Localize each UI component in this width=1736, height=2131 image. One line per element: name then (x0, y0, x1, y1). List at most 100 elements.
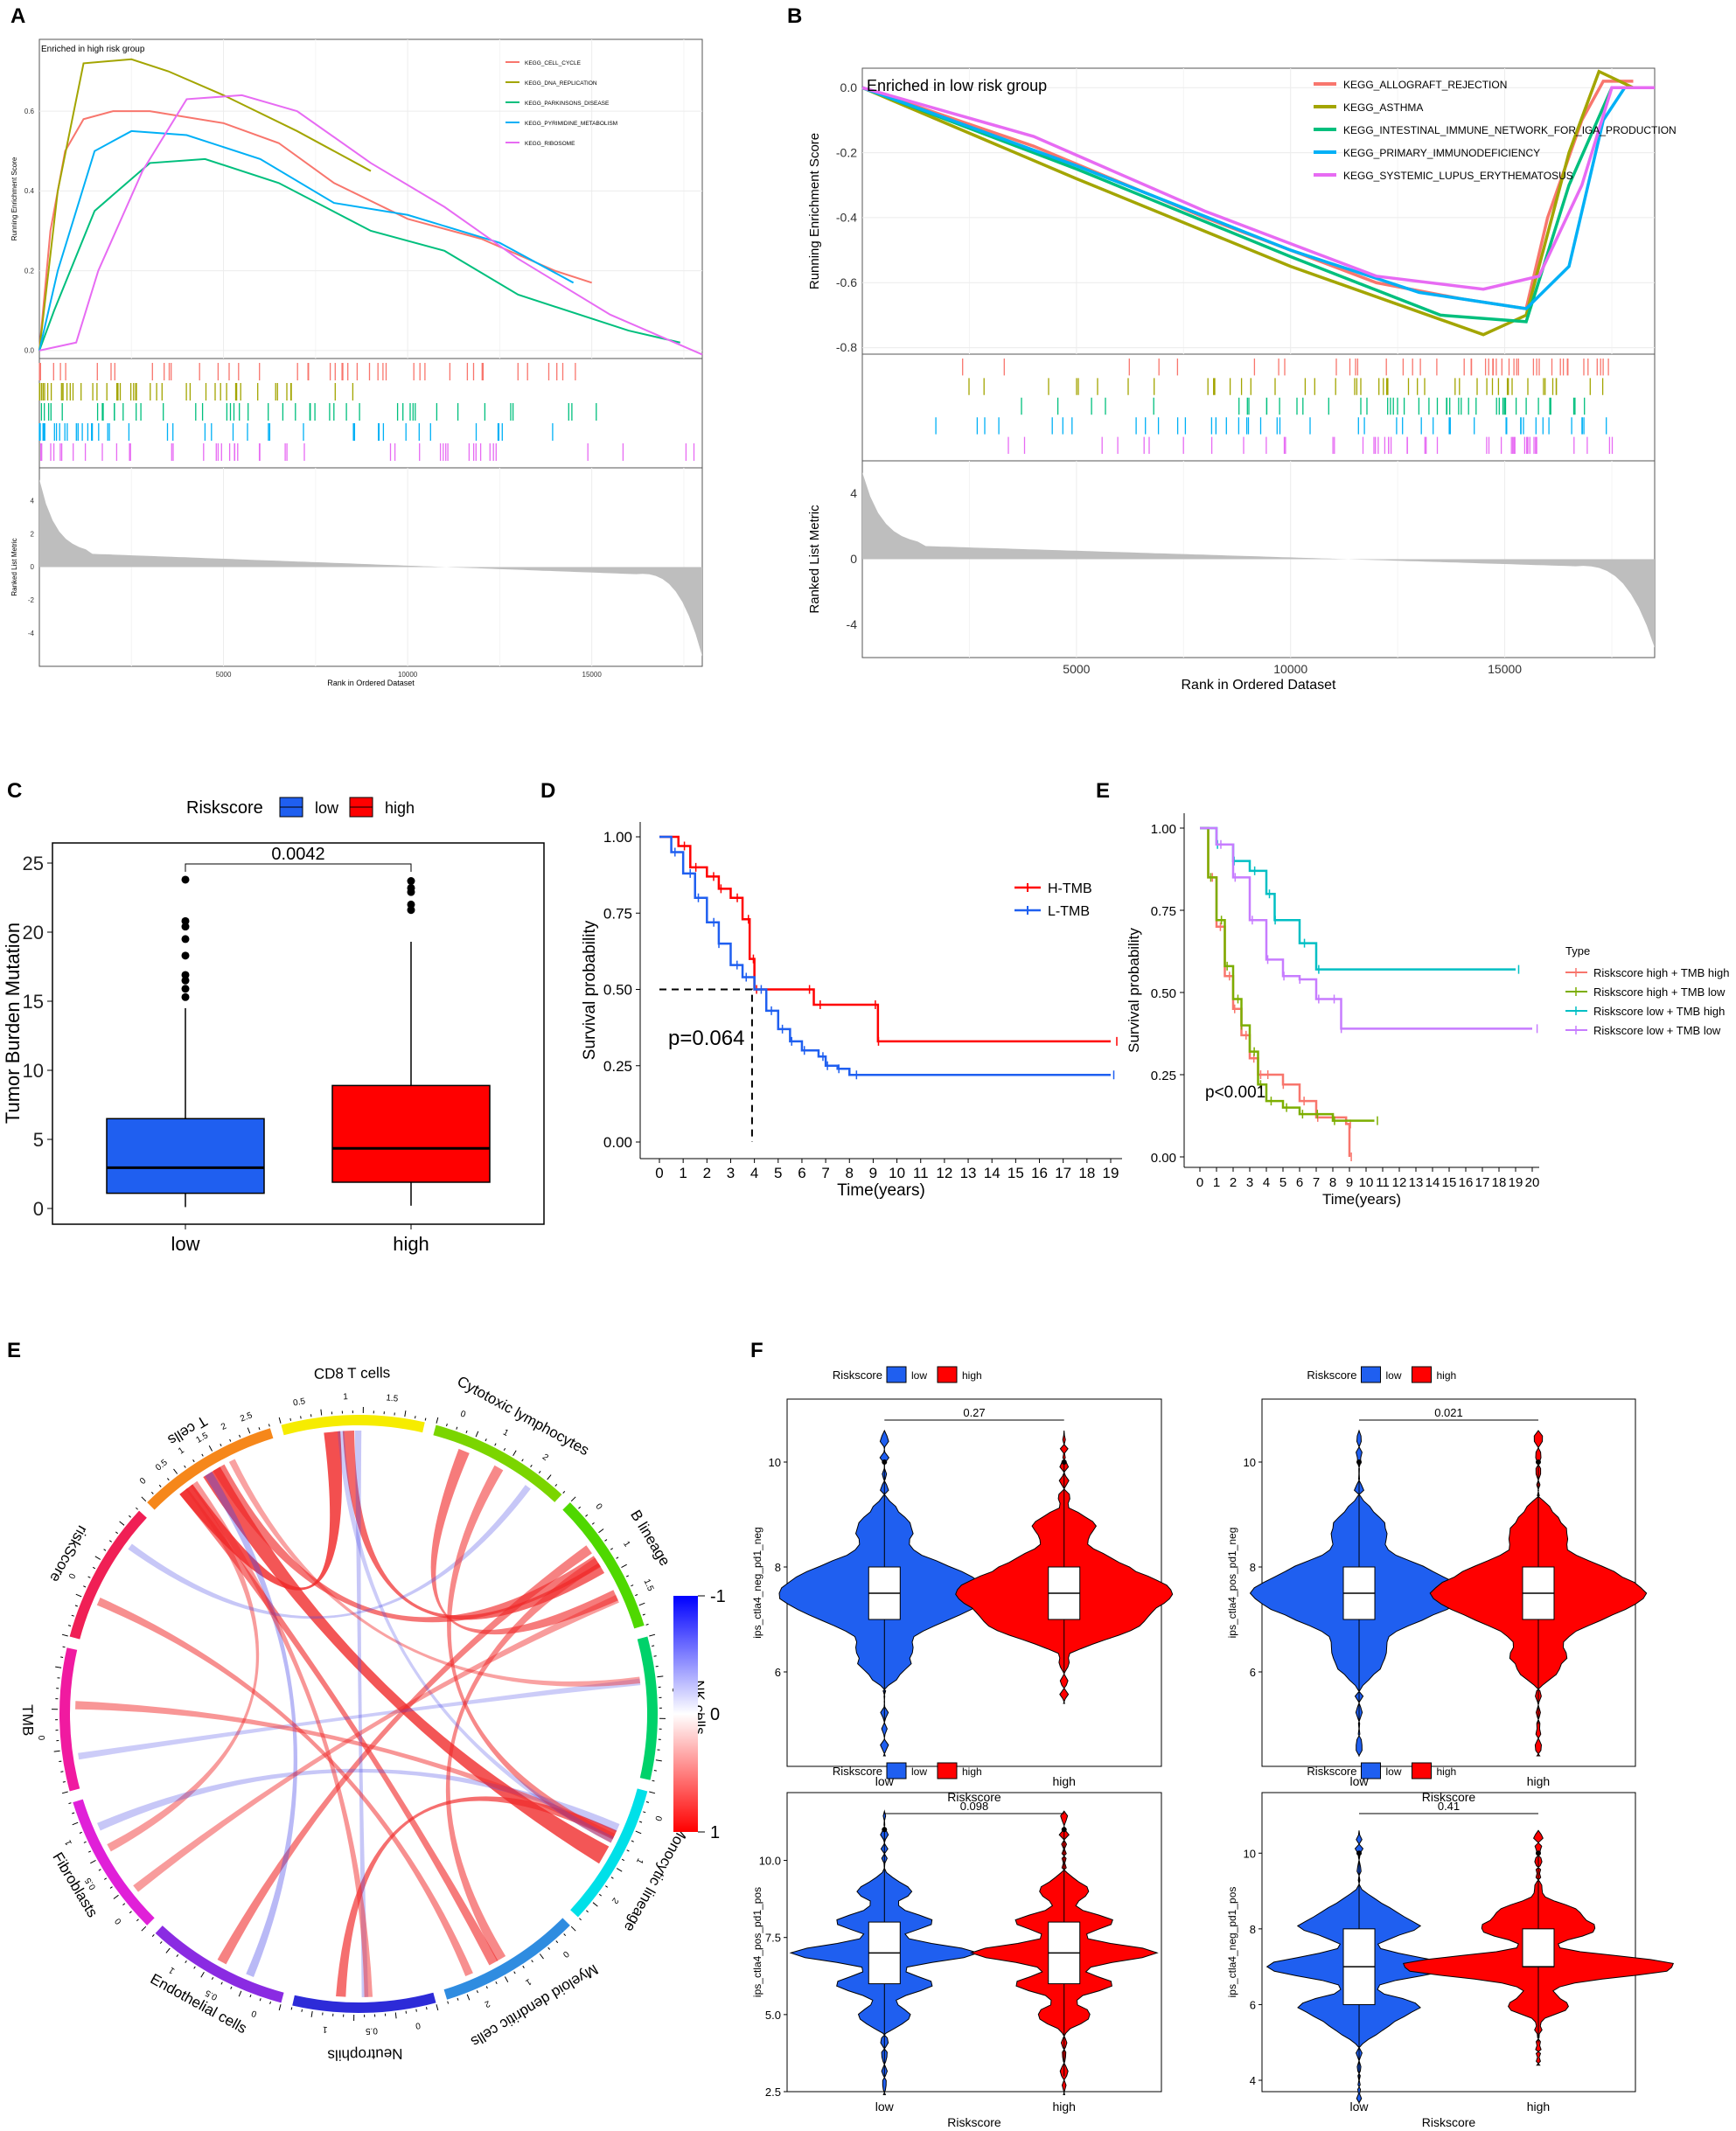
sector-tick-label: 1 (177, 1445, 186, 1456)
x-tick-label: 15000 (582, 671, 603, 679)
sector-axis-ticks-9 (51, 1646, 68, 1794)
legend-label-1: L-TMB (1048, 904, 1090, 919)
sector-tick-label: 0.5 (292, 1396, 306, 1408)
x-tick-label: 0 (655, 1165, 663, 1181)
panel-label-E-chord: E (7, 1339, 21, 1362)
legend-title: Riskscore (833, 1368, 882, 1382)
sector-label-2: B lineage (627, 1508, 673, 1570)
rug-ticks-0 (38, 363, 576, 380)
outlier-point (407, 877, 415, 886)
y-tick-label: 6 (1250, 1666, 1256, 1679)
sector-tick-label: 0 (67, 1572, 79, 1581)
y-axis-title: Survival probability (581, 920, 599, 1060)
rug-ticks-2 (40, 403, 597, 421)
x-tick-label: 6 (798, 1165, 805, 1181)
sector-tick-label: 0 (138, 1476, 149, 1487)
km-curve-1 (659, 835, 1111, 1076)
sector-arc-3 (637, 1636, 658, 1780)
x-tick-label: 17 (1475, 1175, 1490, 1190)
x-tick-label: 2 (703, 1165, 711, 1181)
sector-arc-10 (69, 1510, 147, 1640)
sector-tick-label: 2 (483, 1998, 492, 2009)
outlier-point (1061, 1827, 1067, 1833)
km-curve-1 (1200, 826, 1375, 1122)
x-axis-title: Rank in Ordered Dataset (1182, 678, 1337, 693)
sector-tick-label: 0 (593, 1501, 603, 1512)
y-tick-label: 0 (33, 1198, 44, 1220)
sector-tick-label: 1.5 (386, 1393, 399, 1403)
km-curve-3 (1200, 826, 1532, 1030)
legend-label-0: Riskscore high + TMB high (1593, 966, 1729, 979)
panel-label-A: A (10, 4, 25, 28)
y-tick-label: 0.25 (1151, 1069, 1176, 1083)
x-tick-label: 15 (1442, 1175, 1457, 1190)
x-tick-label: high (1527, 1774, 1550, 1788)
legend-title: Type (1565, 944, 1590, 958)
y-tick-label: -0.2 (836, 145, 857, 159)
legend-label-2: KEGG_INTESTINAL_IMMUNE_NETWORK_FOR_IGA_P… (1343, 124, 1677, 136)
legend-title: Riskscore (1307, 1368, 1356, 1382)
x-tick-label: 13 (1409, 1175, 1424, 1190)
y-tick-label: 1.00 (1151, 822, 1176, 837)
y-axis-title: ips_ctla4_pos_pd1_neg (1226, 1528, 1238, 1639)
km-curve-2 (1200, 826, 1516, 971)
x-tick-label: 10 (1359, 1175, 1374, 1190)
outlier-point (882, 1459, 888, 1465)
legend-label-high: high (385, 799, 415, 817)
sector-arc-7 (155, 1926, 284, 2003)
outlier-point (181, 875, 190, 884)
legend-label-3: KEGG_PYRIMIDINE_METABOLISM (525, 121, 617, 127)
y-tick-label: 8 (775, 1561, 781, 1574)
x-tick-label: 9 (869, 1165, 877, 1181)
legend-swatch-high (937, 1762, 958, 1779)
gsea-frame (861, 67, 1656, 658)
x-tick-label: 5000 (1063, 662, 1090, 676)
panel-A-gsea-high: 0.0 0.2 0.4 0.6 4 2 0 -2 -4 5000 10000 15000 Rank in… (10, 38, 703, 687)
sector-tick-label: 0.5 (154, 1458, 170, 1473)
legend-label-0: H-TMB (1048, 881, 1092, 896)
x-tick-label: 18 (1078, 1165, 1095, 1181)
legend-label-high: high (962, 1369, 982, 1382)
sector-tick-label: 0 (459, 1410, 467, 1420)
sector-tick-label: 0.5 (365, 2025, 378, 2036)
y-tick-label: 5.0 (765, 2009, 781, 2022)
x-tick-label: 4 (1263, 1175, 1270, 1190)
y-tick-label: 5 (33, 1129, 44, 1151)
sector-axis-ticks-0 (278, 1406, 427, 1424)
chord-link-10 (78, 1678, 641, 1760)
sector-axis-ticks-1 (436, 1417, 566, 1494)
x-tick-label: high (1052, 1774, 1075, 1788)
sector-tick-label: 1.5 (641, 1577, 655, 1593)
sector-label-11: T cells (165, 1412, 211, 1448)
p-value: 0.098 (960, 1800, 989, 1813)
es-curve-4 (861, 86, 1655, 291)
metric-tick-label: 0 (31, 563, 35, 571)
y-tick-label: 8 (1250, 1923, 1256, 1936)
outlier-point (1535, 1850, 1541, 1856)
sector-arc-11 (147, 1428, 274, 1510)
sector-tick-label: 2 (610, 1896, 620, 1905)
panel-C-boxplot: 0 5 10 15 20 25 Tumor Burden Mutation low high 0.… (2, 797, 545, 1255)
legend-label-high: high (1437, 1369, 1457, 1382)
y-tick-label: 10 (1244, 1847, 1256, 1860)
legend-swatch-high (1412, 1762, 1432, 1779)
sector-axis-ticks-6 (290, 2004, 439, 2022)
x-tick-label: 20 (1525, 1175, 1540, 1190)
x-tick-label: 8 (1329, 1175, 1336, 1190)
y-axis-title: ips_ctla4_neg_pd1_pos (1226, 1887, 1238, 1998)
x-tick-label: 2 (1230, 1175, 1237, 1190)
metric-area (862, 472, 1655, 648)
sector-tick-label: 1 (634, 1856, 645, 1865)
sector-tick-label: 0 (38, 1735, 47, 1741)
rug-ticks-4 (1007, 436, 1614, 454)
x-tick-label: 15000 (1488, 662, 1522, 676)
sector-arc-8 (73, 1799, 155, 1926)
es-curve-1 (861, 69, 1635, 337)
rug-ticks-1 (38, 383, 354, 400)
x-tick-label: high (393, 1233, 429, 1255)
legend-label-1: KEGG_DNA_REPLICATION (525, 80, 597, 87)
panel-label-E-km: E (1096, 779, 1110, 803)
km-curve-0 (1200, 826, 1351, 1157)
outlier-point (407, 906, 415, 915)
x-tick-label: 12 (1392, 1175, 1407, 1190)
